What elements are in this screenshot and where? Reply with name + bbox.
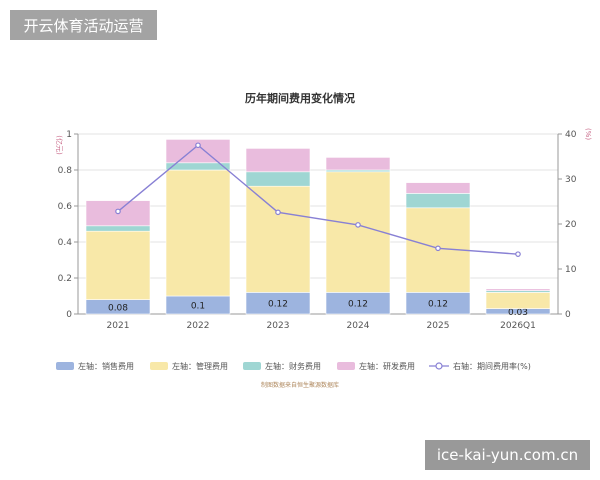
right-axis-ticks: 0 10 20 30 40 bbox=[558, 130, 577, 320]
bar-data-label: 0.03 bbox=[508, 308, 528, 318]
legend-label: 右轴：期间费用率(%) bbox=[453, 361, 531, 371]
watermark-banner-top: 开云体育活动运营 bbox=[10, 10, 157, 40]
bar-segment-研发费用 bbox=[325, 157, 391, 171]
chart-title: 历年期间费用变化情况 bbox=[245, 91, 355, 105]
x-tick-label: 2024 bbox=[347, 321, 370, 331]
left-tick-label: 1 bbox=[66, 130, 72, 140]
rate-line-group bbox=[115, 142, 521, 257]
left-tick-label: 0.4 bbox=[58, 238, 73, 248]
bar-data-label: 0.12 bbox=[428, 300, 448, 310]
bar-data-label: 0.12 bbox=[348, 300, 368, 310]
bar-data-label: 0.08 bbox=[108, 303, 128, 313]
bar-segment-财务费用 bbox=[405, 193, 471, 209]
left-tick-label: 0.8 bbox=[58, 166, 73, 176]
grid-lines bbox=[77, 133, 559, 315]
legend-swatch-销售费用 bbox=[56, 362, 74, 370]
legend-swatch-财务费用 bbox=[243, 362, 261, 370]
rate-point bbox=[195, 142, 201, 149]
source-note: 制图数据来自恒生聚源数据库 bbox=[261, 381, 339, 389]
rate-point bbox=[275, 209, 281, 216]
right-axis-unit: (%) bbox=[584, 128, 592, 140]
legend-label: 左轴：销售费用 bbox=[78, 361, 134, 371]
legend-label: 左轴：管理费用 bbox=[172, 361, 228, 371]
legend-label: 左轴：财务费用 bbox=[265, 361, 321, 371]
left-tick-label: 0.2 bbox=[58, 274, 72, 284]
rate-point bbox=[435, 245, 441, 252]
bar-segment-研发费用 bbox=[485, 288, 551, 291]
rate-point bbox=[515, 251, 521, 257]
bar-segment-研发费用 bbox=[165, 139, 231, 164]
bar-segment-管理费用 bbox=[485, 292, 551, 309]
x-tick-label: 2021 bbox=[107, 321, 130, 331]
rate-line bbox=[117, 144, 519, 255]
legend-label: 左轴：研发费用 bbox=[359, 361, 415, 371]
bar-segment-研发费用 bbox=[405, 182, 471, 194]
legend-swatch-管理费用 bbox=[150, 362, 168, 370]
x-tick-label: 2023 bbox=[267, 321, 290, 331]
bar-segment-管理费用 bbox=[245, 185, 311, 293]
watermark-banner-bottom: ice-kai-yun.com.cn bbox=[425, 440, 590, 470]
right-tick-label: 0 bbox=[565, 310, 571, 320]
x-axis-labels: 2021 2022 2023 2024 2025 2026Q1 bbox=[107, 321, 536, 331]
bar-segment-管理费用 bbox=[85, 230, 151, 300]
left-tick-label: 0 bbox=[66, 310, 72, 320]
left-tick-label: 0.6 bbox=[58, 202, 73, 212]
bar-segment-财务费用 bbox=[85, 225, 151, 232]
legend-swatch-研发费用 bbox=[337, 362, 355, 370]
x-tick-label: 2022 bbox=[187, 321, 210, 331]
right-tick-label: 20 bbox=[565, 220, 577, 230]
left-axis-unit: (亿元) bbox=[55, 135, 64, 155]
right-tick-label: 30 bbox=[565, 175, 577, 185]
bar-data-label: 0.1 bbox=[191, 302, 205, 312]
bar-segment-财务费用 bbox=[245, 171, 311, 187]
legend: 左轴：销售费用 左轴：管理费用 左轴：财务费用 左轴：研发费用 右轴：期间费用率(%) bbox=[56, 361, 531, 371]
x-tick-label: 2026Q1 bbox=[500, 321, 536, 331]
left-axis-ticks: 0 0.2 0.4 0.6 0.8 1 bbox=[58, 130, 78, 320]
legend-line-marker bbox=[435, 362, 443, 370]
bar-segment-研发费用 bbox=[245, 148, 311, 173]
right-tick-label: 40 bbox=[565, 130, 577, 140]
bar-segment-管理费用 bbox=[325, 171, 391, 293]
bar-stacks: 0.08 0.1 0.12 0.12 0.12 0.03 bbox=[85, 139, 551, 318]
bar-data-label: 0.12 bbox=[268, 300, 288, 310]
right-tick-label: 10 bbox=[565, 265, 577, 275]
rate-point bbox=[355, 222, 361, 228]
rate-point bbox=[115, 208, 121, 215]
x-tick-label: 2025 bbox=[427, 321, 450, 331]
bar-segment-管理费用 bbox=[165, 169, 231, 297]
